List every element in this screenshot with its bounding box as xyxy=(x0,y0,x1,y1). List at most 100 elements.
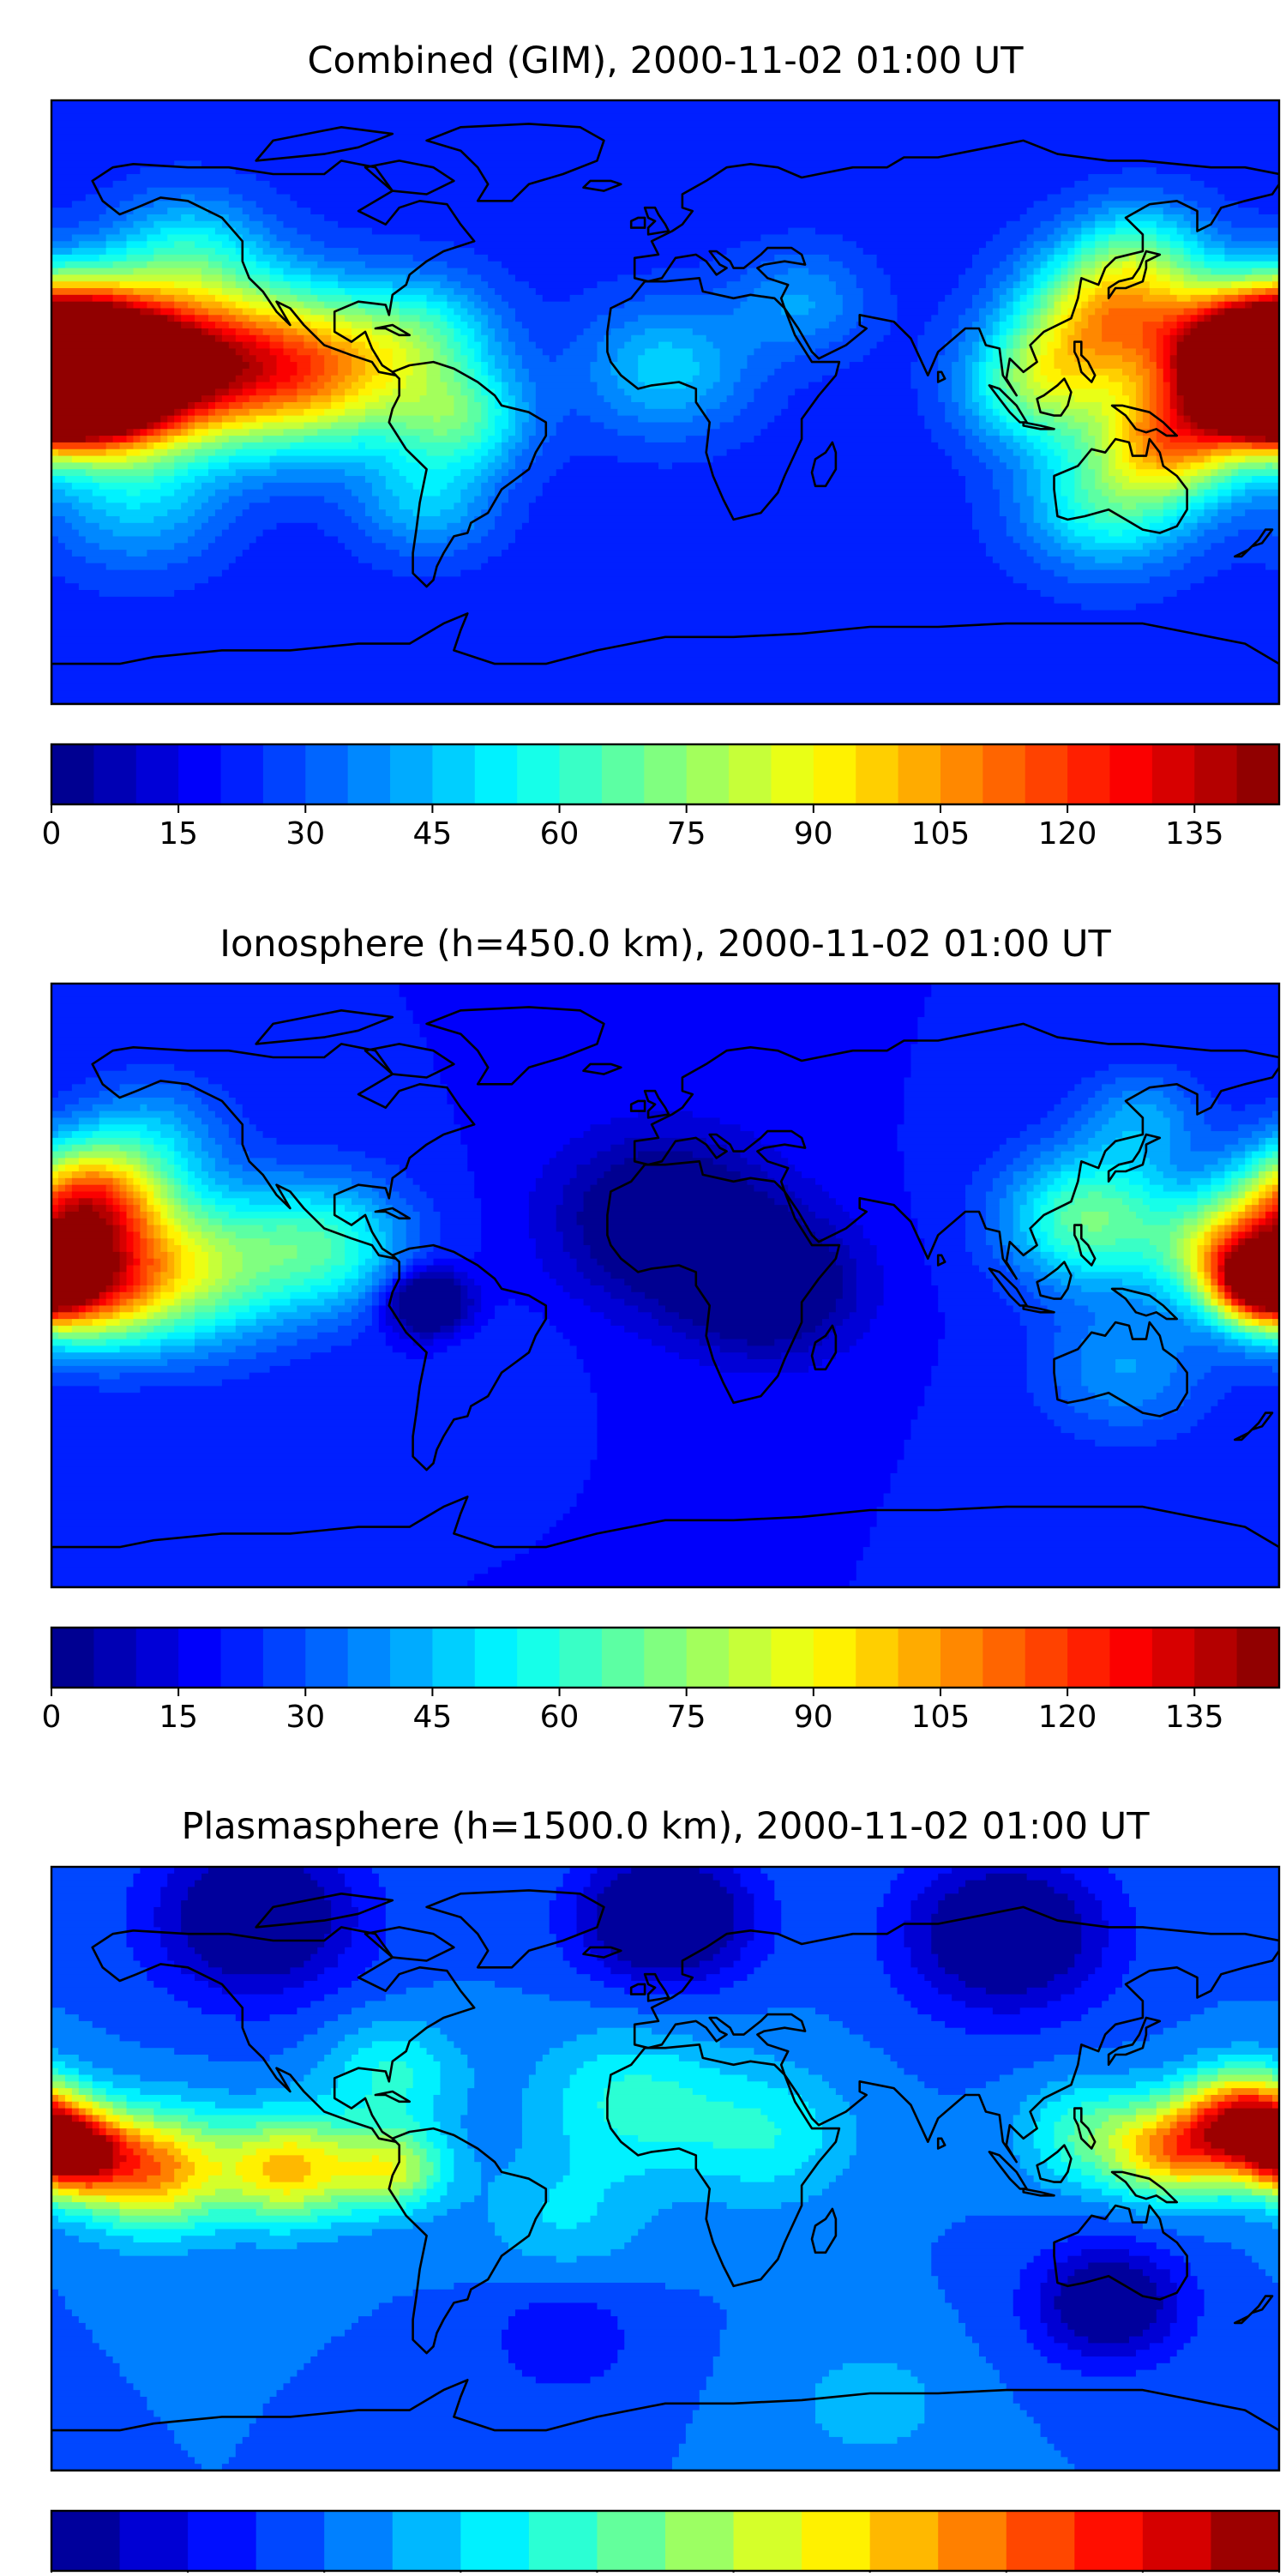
field-cell xyxy=(1217,1219,1225,1225)
field-cell xyxy=(904,1447,1279,1454)
field-cell xyxy=(447,462,474,469)
field-cell xyxy=(72,234,106,241)
field-cell xyxy=(113,1171,128,1178)
field-cell xyxy=(188,288,208,295)
field-cell xyxy=(1224,1252,1232,1259)
field-cell xyxy=(467,1165,543,1171)
field-cell xyxy=(167,442,175,449)
field-cell xyxy=(1102,1124,1170,1131)
field-cell xyxy=(829,274,856,281)
field-cell xyxy=(51,1359,168,1366)
field-cell xyxy=(181,1299,195,1306)
field-cell xyxy=(352,1285,366,1292)
field-cell xyxy=(229,188,277,195)
field-cell xyxy=(502,509,529,516)
colorbar-segment xyxy=(305,744,348,804)
field-cell xyxy=(58,1165,66,1171)
field-cell xyxy=(1041,1152,1061,1159)
field-cell xyxy=(1252,497,1279,503)
colorbar-segment xyxy=(1152,1628,1195,1688)
field-cell xyxy=(897,1145,1000,1152)
field-cell xyxy=(65,516,86,523)
field-cell xyxy=(106,1165,121,1171)
field-cell xyxy=(522,436,530,442)
field-cell xyxy=(113,1219,121,1225)
field-cell xyxy=(808,1205,843,1212)
field-cell xyxy=(972,262,1000,268)
field-cell xyxy=(610,2081,679,2088)
field-cell xyxy=(201,395,216,402)
field-cell xyxy=(51,1480,584,1487)
field-cell xyxy=(310,1874,345,1881)
field-cell xyxy=(965,1198,986,1205)
field-cell xyxy=(1007,342,1014,349)
field-cell xyxy=(188,429,195,436)
field-cell xyxy=(945,1893,1068,1900)
field-cell xyxy=(386,1893,556,1900)
field-cell xyxy=(236,281,250,288)
field-cell xyxy=(270,288,291,295)
field-cell xyxy=(86,1171,100,1178)
field-cell xyxy=(1095,255,1109,262)
field-cell xyxy=(167,1238,175,1245)
field-cell xyxy=(290,1359,584,1366)
field-cell xyxy=(153,422,161,429)
field-cell xyxy=(1041,449,1055,456)
field-cell xyxy=(303,2035,345,2042)
field-cell xyxy=(1074,241,1082,248)
field-cell xyxy=(222,1145,243,1152)
field-cell xyxy=(229,1299,249,1306)
field-cell xyxy=(1265,436,1280,442)
field-cell xyxy=(243,476,366,483)
field-cell xyxy=(1204,1165,1224,1171)
field-cell xyxy=(467,2061,536,2068)
field-cell xyxy=(529,335,577,342)
field-cell xyxy=(127,248,154,255)
field-cell xyxy=(113,1158,128,1165)
field-cell xyxy=(1115,416,1123,423)
field-cell xyxy=(133,1292,141,1299)
field-cell xyxy=(1259,1117,1279,1124)
field-cell xyxy=(454,241,741,248)
field-cell xyxy=(201,1874,311,1881)
field-cell xyxy=(700,395,727,402)
field-cell xyxy=(153,449,168,456)
field-cell xyxy=(65,490,93,497)
field-cell xyxy=(201,523,229,530)
field-cell xyxy=(201,1138,216,1145)
field-cell xyxy=(754,1967,884,1974)
field-cell xyxy=(1081,503,1096,509)
field-cell xyxy=(474,1178,536,1185)
field-cell xyxy=(1224,1178,1232,1185)
field-cell xyxy=(604,2088,693,2095)
field-cell xyxy=(222,416,237,423)
field-cell xyxy=(720,1366,809,1373)
field-cell xyxy=(638,1305,665,1312)
field-cell xyxy=(147,1292,154,1299)
field-cell xyxy=(365,1326,380,1333)
field-cell xyxy=(1184,1312,1199,1319)
field-cell xyxy=(747,1941,774,1947)
field-cell xyxy=(133,1881,167,1887)
field-cell xyxy=(1184,543,1211,550)
field-cell xyxy=(160,1345,195,1352)
field-cell xyxy=(1081,288,1096,295)
field-cell xyxy=(1095,1967,1129,1974)
field-cell xyxy=(1238,1312,1246,1319)
field-cell xyxy=(1204,490,1218,497)
field-cell xyxy=(51,141,1280,147)
field-cell xyxy=(51,1312,59,1319)
colorbar-tick-label: 105 xyxy=(911,816,971,852)
field-cell xyxy=(1054,436,1074,442)
field-cell xyxy=(140,1165,147,1171)
field-cell xyxy=(215,449,236,456)
field-cell xyxy=(201,1198,216,1205)
field-cell xyxy=(610,1319,658,1326)
field-cell xyxy=(243,342,257,349)
field-cell xyxy=(693,328,816,335)
field-cell xyxy=(1217,497,1232,503)
field-cell xyxy=(127,1185,135,1192)
field-cell xyxy=(1074,436,1082,442)
field-cell xyxy=(324,1299,345,1306)
field-cell xyxy=(167,1947,195,1954)
